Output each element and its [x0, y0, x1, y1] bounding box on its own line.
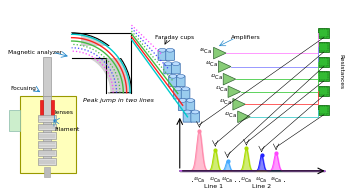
Ellipse shape — [166, 48, 174, 52]
Ellipse shape — [158, 48, 166, 52]
FancyBboxPatch shape — [183, 112, 192, 122]
Text: $^{46}$Ca: $^{46}$Ca — [270, 176, 282, 185]
FancyBboxPatch shape — [178, 100, 187, 111]
Ellipse shape — [169, 74, 177, 78]
Bar — [319, 87, 328, 95]
FancyBboxPatch shape — [176, 76, 185, 86]
Text: Line 2: Line 2 — [252, 184, 271, 189]
FancyBboxPatch shape — [166, 50, 174, 60]
FancyBboxPatch shape — [173, 88, 182, 99]
Text: Magnetic analyzer: Magnetic analyzer — [8, 50, 62, 55]
Bar — [9, 110, 21, 131]
Bar — [38, 132, 56, 139]
Bar — [318, 57, 329, 67]
Ellipse shape — [184, 110, 191, 114]
Polygon shape — [233, 98, 245, 110]
Ellipse shape — [172, 62, 180, 66]
Bar — [43, 96, 51, 163]
FancyBboxPatch shape — [158, 50, 167, 60]
Bar — [38, 124, 56, 130]
FancyBboxPatch shape — [191, 112, 200, 122]
Bar — [319, 58, 328, 66]
Bar — [38, 115, 56, 122]
FancyBboxPatch shape — [186, 100, 195, 111]
Text: $^{41}$Ca: $^{41}$Ca — [215, 85, 228, 94]
Ellipse shape — [186, 98, 194, 102]
Bar — [318, 43, 329, 52]
Wedge shape — [72, 33, 132, 93]
Bar — [319, 72, 328, 80]
Bar — [38, 141, 56, 148]
FancyBboxPatch shape — [164, 63, 172, 74]
Bar — [318, 86, 329, 96]
Polygon shape — [228, 86, 240, 98]
Bar — [319, 106, 328, 114]
Text: Amplifiers: Amplifiers — [231, 35, 260, 40]
FancyBboxPatch shape — [169, 76, 177, 86]
Bar — [44, 167, 50, 177]
Text: $^{44}$Ca: $^{44}$Ca — [221, 176, 234, 185]
FancyBboxPatch shape — [181, 88, 190, 99]
Bar — [319, 29, 328, 37]
Polygon shape — [238, 111, 250, 123]
Text: lenses: lenses — [54, 110, 73, 115]
Ellipse shape — [182, 87, 190, 91]
Bar — [43, 57, 51, 96]
Bar — [72, 46, 132, 58]
Text: $^{44}$Ca: $^{44}$Ca — [255, 176, 268, 185]
Bar — [318, 105, 329, 115]
Ellipse shape — [179, 98, 186, 102]
Polygon shape — [218, 61, 231, 72]
Text: $^{43}$Ca: $^{43}$Ca — [220, 98, 233, 107]
Bar — [21, 96, 76, 173]
Text: $^{42}$Ca: $^{42}$Ca — [210, 73, 223, 82]
Text: Filament: Filament — [54, 127, 80, 132]
Text: $^{42}$Ca: $^{42}$Ca — [209, 176, 222, 185]
Text: Resistances: Resistances — [339, 54, 343, 89]
Text: Faraday cups: Faraday cups — [155, 35, 194, 40]
Text: $^{46}$Ca: $^{46}$Ca — [199, 46, 213, 56]
FancyBboxPatch shape — [172, 63, 180, 74]
Bar — [318, 71, 329, 81]
Text: $^{44}$Ca: $^{44}$Ca — [205, 60, 218, 69]
Bar — [70, 33, 81, 93]
Bar — [40, 100, 43, 120]
Ellipse shape — [191, 110, 199, 114]
Bar — [319, 43, 328, 51]
Wedge shape — [72, 54, 110, 93]
Ellipse shape — [164, 62, 172, 66]
Bar — [38, 158, 56, 165]
Ellipse shape — [177, 74, 185, 78]
Text: Line 1: Line 1 — [204, 184, 223, 189]
Text: $^{42}$Ca: $^{42}$Ca — [224, 110, 238, 119]
Bar — [38, 150, 56, 156]
Text: Focusing: Focusing — [11, 86, 37, 91]
Ellipse shape — [174, 87, 182, 91]
Text: Peak jump in two lines: Peak jump in two lines — [83, 98, 154, 103]
Text: $^{40}$Ca: $^{40}$Ca — [193, 176, 206, 185]
Text: $^{42}$Ca: $^{42}$Ca — [240, 176, 253, 185]
Polygon shape — [223, 73, 236, 85]
Bar — [51, 100, 54, 120]
Polygon shape — [214, 47, 226, 59]
Bar — [318, 28, 329, 38]
